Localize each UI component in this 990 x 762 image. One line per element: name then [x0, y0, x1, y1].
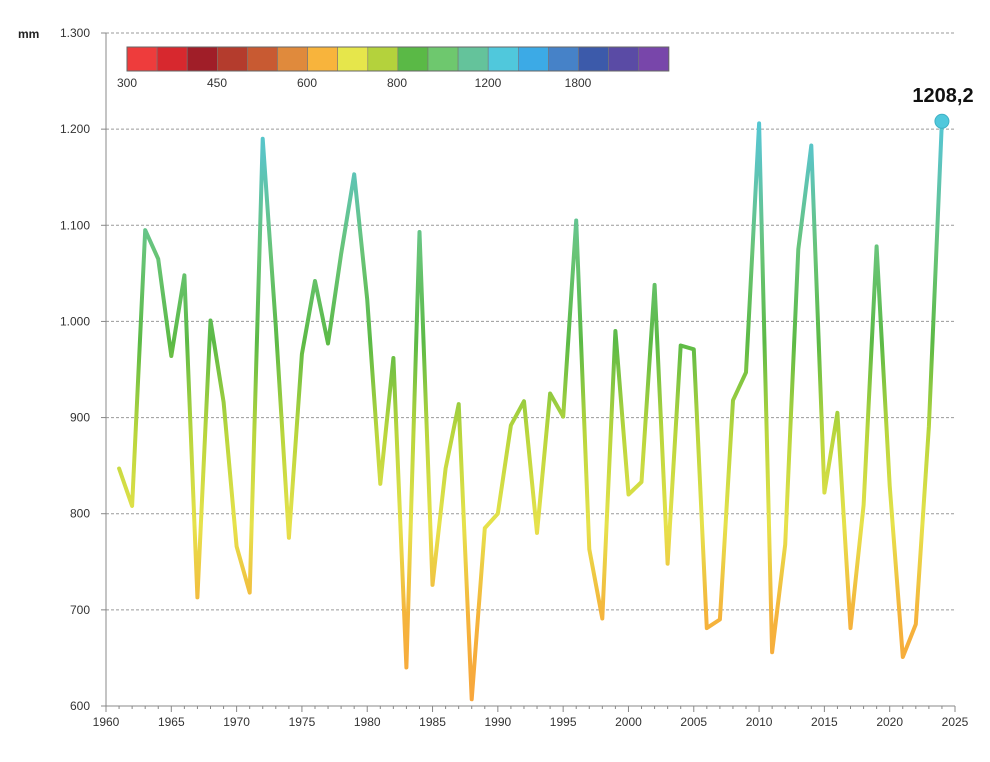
legend-swatch [578, 46, 609, 72]
x-tick-label: 1980 [354, 715, 381, 729]
legend-swatch [186, 46, 218, 72]
x-tick-label: 2015 [811, 715, 838, 729]
x-tick-label: 1965 [158, 715, 185, 729]
x-tick-label: 1990 [484, 715, 511, 729]
y-tick-label: 800 [70, 507, 90, 521]
x-tick-label: 2005 [680, 715, 707, 729]
highlight-label: 1208,2 [912, 85, 973, 107]
x-tick-label: 1960 [93, 715, 120, 729]
x-tick-label: 2025 [942, 715, 969, 729]
highlight-point [934, 113, 950, 129]
x-tick-label: 1985 [419, 715, 446, 729]
y-tick-label: 900 [70, 411, 90, 425]
legend-swatch [367, 46, 399, 72]
y-tick-label: 1.100 [60, 218, 90, 232]
legend-swatch [608, 46, 639, 72]
legend-swatch [337, 46, 369, 72]
legend-swatch [397, 46, 429, 72]
legend-swatch [457, 46, 489, 72]
legend-label: 800 [387, 76, 407, 90]
y-tick-label: 600 [70, 699, 90, 713]
legend-swatch [217, 46, 248, 72]
legend-swatch [277, 46, 308, 72]
x-tick-label: 1970 [223, 715, 250, 729]
legend-label: 300 [117, 76, 137, 90]
x-tick-labels: 1960 1965 1970 1975 1980 1985 1990 1995 2000 2005… [93, 706, 969, 729]
series-group [117, 119, 944, 702]
y-tick-labels: 600 700 800 900 1.000 1.100 1.200 1.300 [60, 26, 106, 713]
axes [105, 33, 955, 707]
legend-swatch [126, 46, 158, 72]
color-scale-legend: 300 450 600 800 1200 1800 [117, 46, 670, 90]
x-tick-label: 2010 [746, 715, 773, 729]
legend-swatch [487, 46, 519, 72]
legend-label: 600 [297, 76, 317, 90]
x-tick-label: 1995 [550, 715, 577, 729]
legend-swatch [307, 46, 339, 72]
legend-swatch [247, 46, 278, 72]
legend-frame [126, 46, 670, 72]
y-tick-label: 1.300 [60, 26, 90, 40]
highlight-group: 1208,2 [912, 85, 974, 129]
legend-swatch [517, 46, 549, 72]
legend-swatch [427, 46, 459, 72]
y-unit-label: mm [18, 27, 39, 41]
x-tick-label: 2000 [615, 715, 642, 729]
y-tick-label: 700 [70, 603, 90, 617]
legend-label: 1800 [565, 76, 592, 90]
y-tick-label: 1.000 [60, 314, 90, 328]
x-tick-label: 2020 [876, 715, 903, 729]
x-tick-label: 1975 [289, 715, 316, 729]
legend-label: 1200 [475, 76, 502, 90]
legend-label: 450 [207, 76, 227, 90]
legend-swatch [548, 46, 579, 72]
legend-swatch [638, 46, 670, 72]
legend-swatch [156, 46, 188, 72]
y-tick-label: 1.200 [60, 122, 90, 136]
precipitation-line [117, 119, 944, 702]
